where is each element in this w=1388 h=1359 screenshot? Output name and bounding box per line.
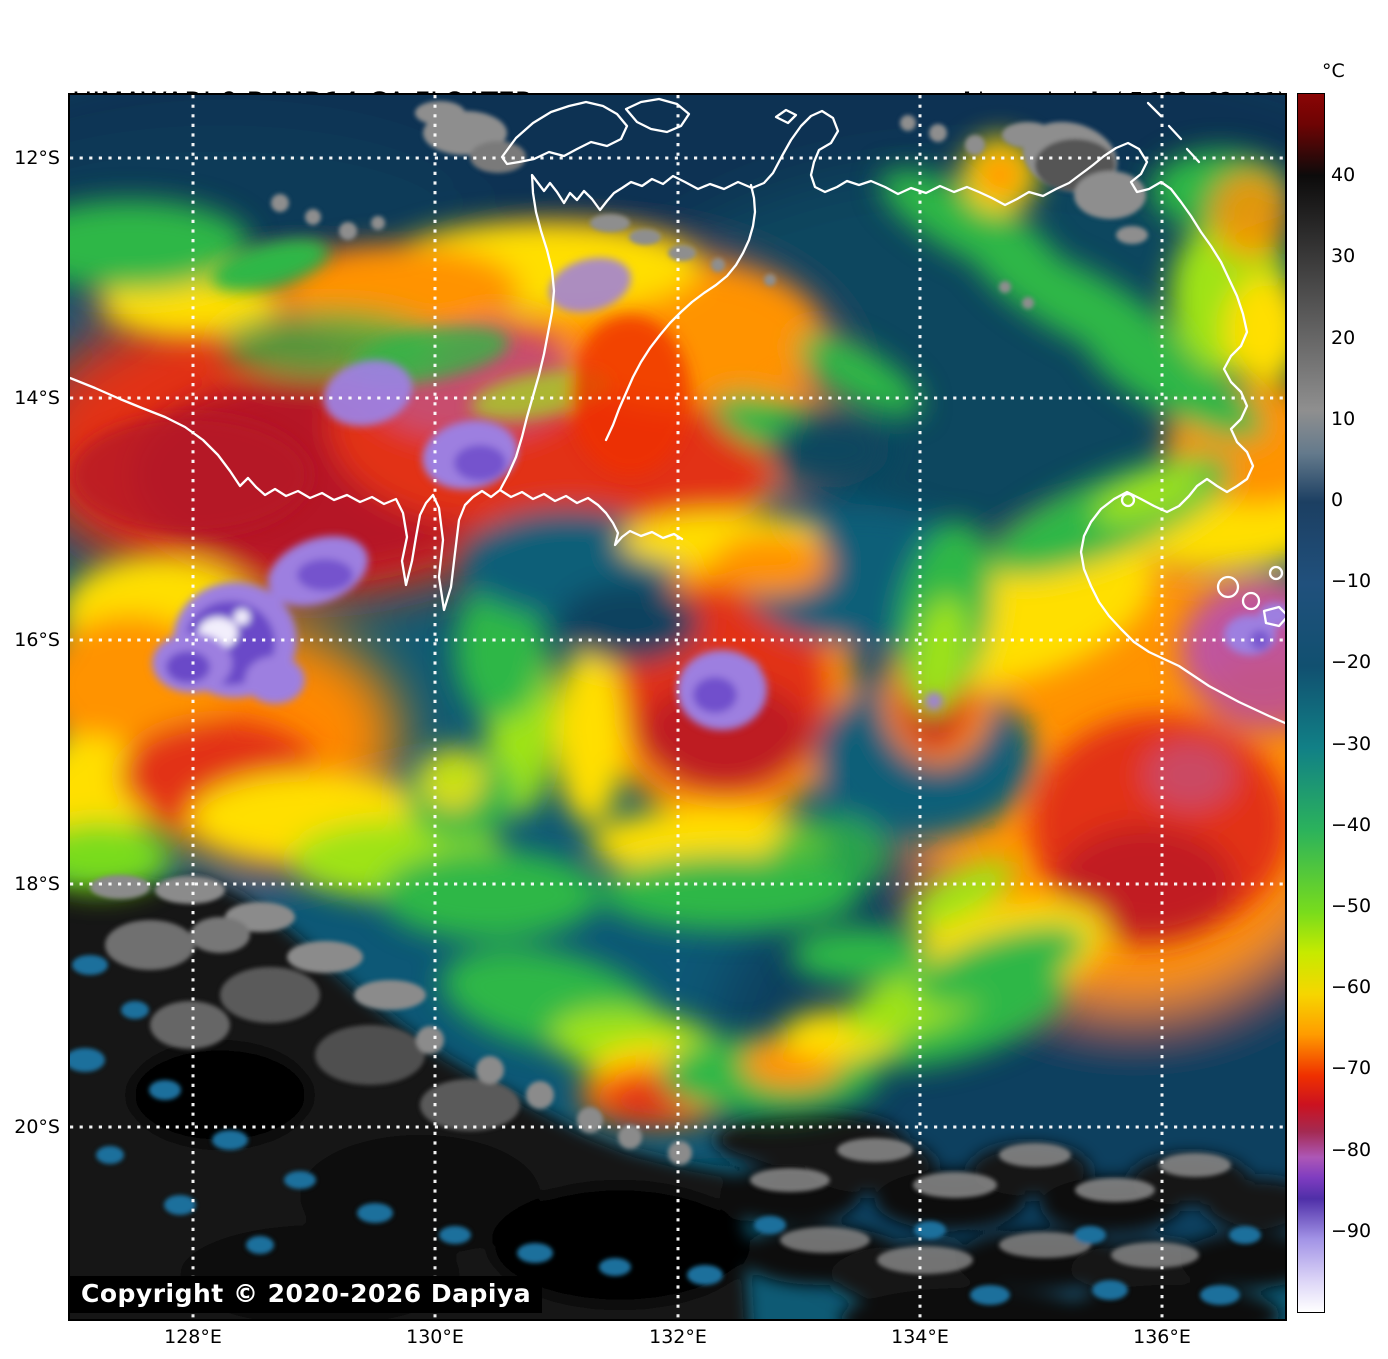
- mainland-coastline: [70, 109, 1285, 725]
- lat-tick-label: 12°S: [14, 147, 60, 169]
- small-islet: [774, 108, 798, 125]
- colorbar-tick-label: −60: [1331, 976, 1372, 999]
- satellite-imagery: [70, 95, 1285, 1319]
- lon-tick-label: 132°E: [649, 1326, 707, 1348]
- island: [1268, 565, 1284, 581]
- latitude-axis: 12°S 14°S 16°S 18°S 20°S: [0, 95, 60, 1319]
- cloud-layer-fine: [70, 238, 690, 535]
- colorbar-tick-label: −80: [1331, 1138, 1372, 1161]
- copyright-badge: Copyright © 2020-2026 Dapiya: [70, 1276, 543, 1313]
- colorbar-tick-label: 20: [1331, 326, 1356, 349]
- colorbar-tick-label: −10: [1331, 570, 1372, 593]
- clear-land-patches-north: [271, 101, 1148, 309]
- colorbar-tick-label: −30: [1331, 732, 1372, 755]
- lon-tick-label: 136°E: [1133, 1326, 1191, 1348]
- lon-tick-label: 128°E: [164, 1326, 222, 1348]
- tiwi-island-east: [624, 97, 691, 134]
- lon-tick-label: 134°E: [891, 1326, 949, 1348]
- colorbar-tick-label: 10: [1331, 407, 1356, 430]
- latlon-grid: [70, 95, 1285, 1319]
- map-plot-area: [68, 93, 1287, 1321]
- coastline-overlay: [70, 97, 1285, 725]
- island: [1120, 492, 1136, 508]
- colorbar-tick-label: −70: [1331, 1057, 1372, 1080]
- lat-tick-label: 18°S: [14, 873, 60, 895]
- south-shore-line: [498, 488, 684, 547]
- colorbar-tick-label: 40: [1331, 164, 1356, 187]
- colorbar-tick-label: −20: [1331, 651, 1372, 674]
- island: [1262, 605, 1285, 628]
- lat-tick-label: 14°S: [14, 387, 60, 409]
- colorbar-tick-label: 0: [1331, 489, 1344, 511]
- island: [1241, 591, 1261, 611]
- lat-tick-label: 16°S: [14, 629, 60, 651]
- longitude-axis: 128°E 130°E 132°E 134°E 136°E: [70, 1326, 1285, 1354]
- river-inlet-line: [604, 183, 757, 442]
- colorbar: [1297, 93, 1325, 1313]
- colorbar-gradient: [1298, 94, 1324, 1312]
- lon-tick-label: 130°E: [406, 1326, 464, 1348]
- colorbar-tick-labels: 40 30 20 10 0 −10 −20 −30 −40 −50 −60 −70 −80 −90: [1331, 94, 1387, 1312]
- colorbar-tick-label: −40: [1331, 813, 1372, 836]
- colorbar-tick-label: −90: [1331, 1219, 1372, 1242]
- lat-tick-label: 20°S: [14, 1116, 60, 1138]
- colorbar-tick-label: −50: [1331, 895, 1372, 917]
- tiwi-island: [500, 100, 629, 166]
- wessel-islands: [1146, 101, 1201, 164]
- colorbar-unit-label: °C: [1322, 60, 1345, 82]
- clear-land-texture: [70, 875, 1261, 1305]
- island: [1216, 575, 1240, 599]
- colorbar-tick-label: 30: [1331, 245, 1356, 268]
